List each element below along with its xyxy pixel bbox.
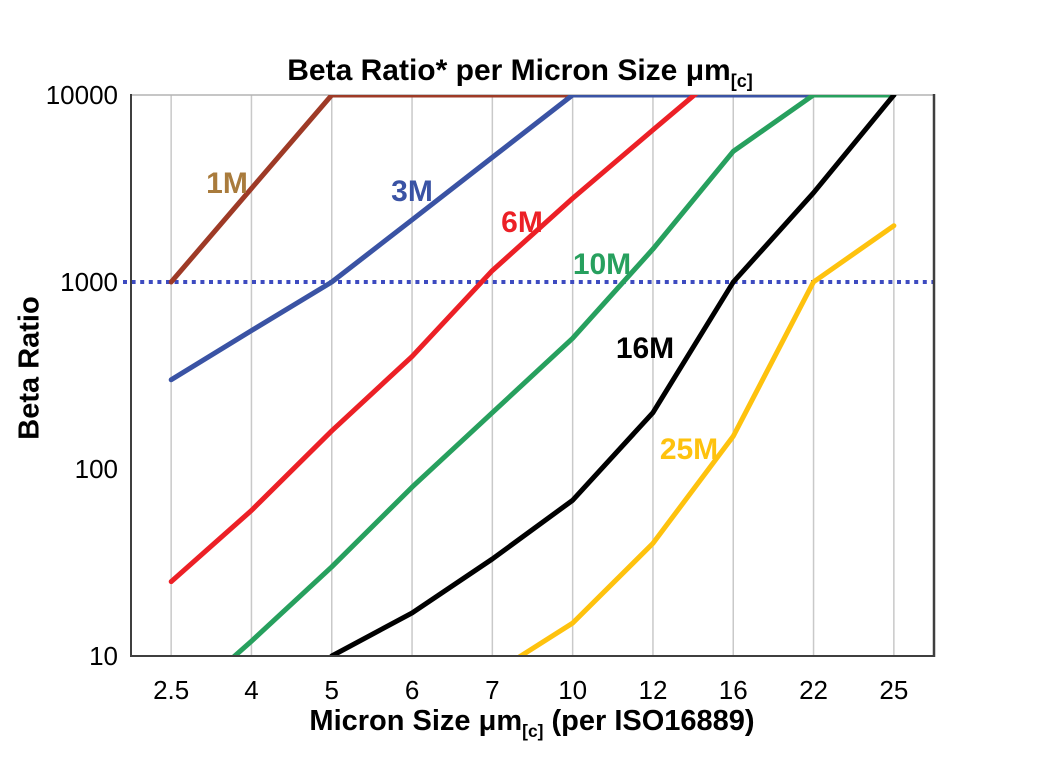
x-tick-5: 5: [325, 675, 339, 705]
x-axis-title: Micron Size μm[c] (per ISO16889): [309, 705, 754, 742]
x-tick-4: 4: [244, 675, 258, 705]
series-line-16M: [329, 95, 897, 656]
series-line-1M: [168, 95, 897, 285]
y-tick-10: 10: [89, 641, 118, 671]
series-line-25M: [516, 223, 897, 656]
y-tick-1000: 1000: [60, 267, 118, 297]
chart-title-subscript: [c]: [730, 71, 753, 91]
chart-title: Beta Ratio* per Micron Size μm[c]: [0, 54, 1040, 92]
x-tick-2.5: 2.5: [153, 675, 189, 705]
x-tick-25: 25: [879, 675, 908, 705]
series-label-6M: 6M: [501, 206, 543, 239]
series-line-3M: [168, 95, 897, 383]
y-tick-100: 100: [75, 454, 118, 484]
series-label-16M: 16M: [616, 332, 674, 365]
x-axis-title-subscript: [c]: [522, 720, 544, 741]
y-tick-10000: 10000: [46, 80, 118, 110]
x-tick-7: 7: [485, 675, 499, 705]
series-line-6M: [168, 95, 699, 585]
x-tick-12: 12: [638, 675, 667, 705]
x-axis-title-text: Micron Size μm: [309, 705, 523, 737]
x-tick-6: 6: [405, 675, 419, 705]
series-label-3M: 3M: [391, 175, 433, 208]
series-label-10M: 10M: [573, 248, 631, 281]
x-axis-title-suffix: (per ISO16889): [543, 705, 755, 737]
series-line-10M: [230, 95, 897, 656]
x-tick-16: 16: [719, 675, 748, 705]
series-label-25M: 25M: [660, 433, 718, 466]
series-label-1M: 1M: [206, 167, 248, 200]
chart-title-text: Beta Ratio* per Micron Size μm: [287, 54, 731, 87]
x-tick-10: 10: [558, 675, 587, 705]
x-tick-22: 22: [799, 675, 828, 705]
